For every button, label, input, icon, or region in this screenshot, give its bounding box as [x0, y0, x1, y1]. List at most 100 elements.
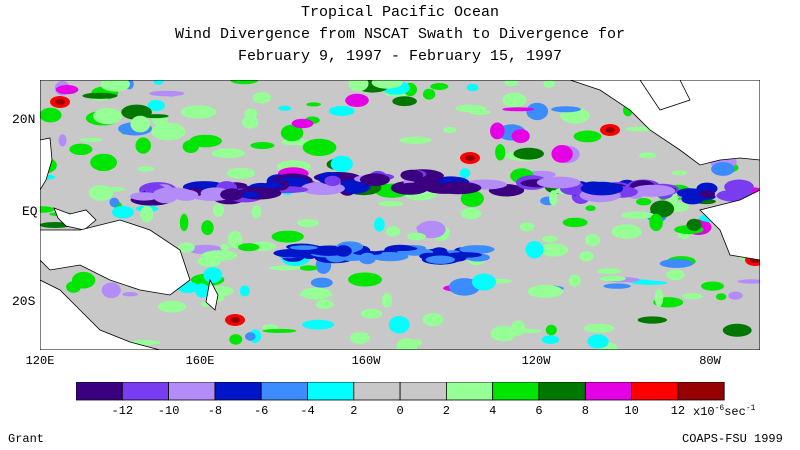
divergence-patch — [596, 268, 622, 274]
divergence-patch — [460, 190, 484, 207]
divergence-patch — [93, 108, 123, 125]
colorbar-tick-label: 10 — [624, 404, 639, 418]
divergence-patch — [639, 152, 657, 159]
divergence-patch — [141, 114, 169, 119]
divergence-patch — [422, 88, 436, 100]
divergence-patch — [69, 143, 93, 155]
divergence-patch — [551, 106, 581, 113]
divergence-patch — [728, 291, 743, 300]
divergence-patch — [220, 188, 244, 201]
colorbar-tick-label: 8 — [581, 404, 589, 418]
title-line-3: February 9, 1997 - February 15, 1997 — [237, 48, 563, 65]
divergence-map — [40, 80, 760, 350]
colorbar-swatch — [399, 382, 447, 401]
y-label-20s: 20S — [12, 294, 36, 309]
divergence-patch — [100, 80, 130, 92]
divergence-patch — [466, 83, 479, 92]
divergence-patch — [422, 313, 444, 327]
divergence-patch — [715, 293, 727, 301]
divergence-patch — [242, 115, 259, 129]
divergence-patch — [230, 317, 240, 323]
divergence-patch — [306, 249, 324, 255]
divergence-patch — [40, 107, 62, 123]
divergence-patch — [459, 168, 471, 179]
divergence-patch — [237, 243, 260, 252]
divergence-patch — [385, 226, 401, 237]
divergence-patch — [239, 285, 250, 297]
divergence-patch — [701, 281, 724, 291]
divergence-patch — [371, 252, 409, 262]
unit-suffix: sec — [724, 405, 746, 419]
divergence-patch — [666, 269, 685, 281]
divergence-patch — [579, 251, 594, 262]
divergence-patch — [82, 92, 118, 99]
x-label-160e: 160E — [185, 354, 215, 368]
divergence-patch — [182, 140, 199, 153]
divergence-patch — [345, 93, 369, 107]
divergence-patch — [430, 83, 449, 90]
divergence-patch — [542, 235, 558, 243]
title-line-1: Tropical Pacific Ocean — [300, 4, 500, 21]
colorbar-tick-label: 2 — [442, 404, 450, 418]
divergence-patch — [122, 292, 138, 297]
divergence-patch — [328, 106, 355, 116]
divergence-patch — [600, 275, 626, 282]
divergence-patch — [512, 328, 542, 334]
divergence-patch — [203, 267, 223, 283]
divergence-patch — [536, 176, 581, 189]
colorbar-tick-label: 0 — [396, 404, 404, 418]
divergence-patch — [271, 230, 304, 243]
divergence-patch — [291, 118, 314, 129]
divergence-patch — [511, 129, 530, 144]
y-label-eq: EQ — [22, 204, 38, 219]
divergence-patch — [587, 334, 609, 349]
divergence-patch — [407, 232, 426, 241]
divergence-patch — [66, 281, 81, 293]
unit-prefix: x10 — [693, 405, 715, 419]
divergence-patch — [649, 213, 663, 232]
divergence-patch — [495, 144, 506, 161]
divergence-patch — [711, 162, 735, 176]
colorbar-tick-label: 2 — [350, 404, 358, 418]
divergence-patch — [330, 155, 353, 173]
divergence-patch — [400, 169, 424, 181]
divergence-patch — [220, 243, 230, 251]
divergence-patch — [411, 339, 423, 346]
divergence-patch — [541, 335, 560, 344]
divergence-patch — [211, 148, 245, 159]
divergence-patch — [417, 220, 446, 239]
divergence-patch — [226, 167, 256, 179]
divergence-patch — [153, 187, 179, 204]
divergence-patch — [151, 122, 186, 141]
divergence-patch — [229, 334, 243, 345]
divergence-patch — [264, 181, 283, 189]
divergence-patch — [268, 265, 302, 271]
y-label-20n: 20N — [12, 112, 36, 127]
divergence-patch — [109, 197, 120, 208]
divergence-patch — [459, 245, 495, 254]
footer-author: Grant — [8, 432, 45, 446]
colorbar-tick-label: 4 — [489, 404, 497, 418]
divergence-patch — [130, 115, 151, 133]
divergence-patch — [490, 122, 505, 140]
divergence-patch — [502, 107, 535, 112]
divergence-patch — [722, 323, 752, 337]
colorbar-swatch — [584, 382, 632, 401]
divergence-patch — [348, 80, 369, 92]
divergence-patch — [519, 222, 535, 232]
colorbar-swatch — [76, 382, 123, 401]
divergence-patch — [310, 277, 333, 288]
divergence-patch — [324, 175, 341, 187]
colorbar-swatch — [307, 382, 355, 401]
divergence-patch — [654, 288, 664, 307]
divergence-patch — [359, 173, 390, 186]
divergence-patch — [538, 243, 569, 257]
x-label-120e: 120E — [25, 354, 55, 368]
divergence-patch — [147, 100, 165, 112]
divergence-patch — [442, 127, 457, 133]
divergence-patch — [374, 217, 385, 232]
divergence-patch — [504, 80, 518, 87]
divergence-patch — [371, 80, 403, 89]
colorbar-swatch — [492, 382, 540, 401]
colorbar-tick-label: -4 — [300, 404, 315, 418]
